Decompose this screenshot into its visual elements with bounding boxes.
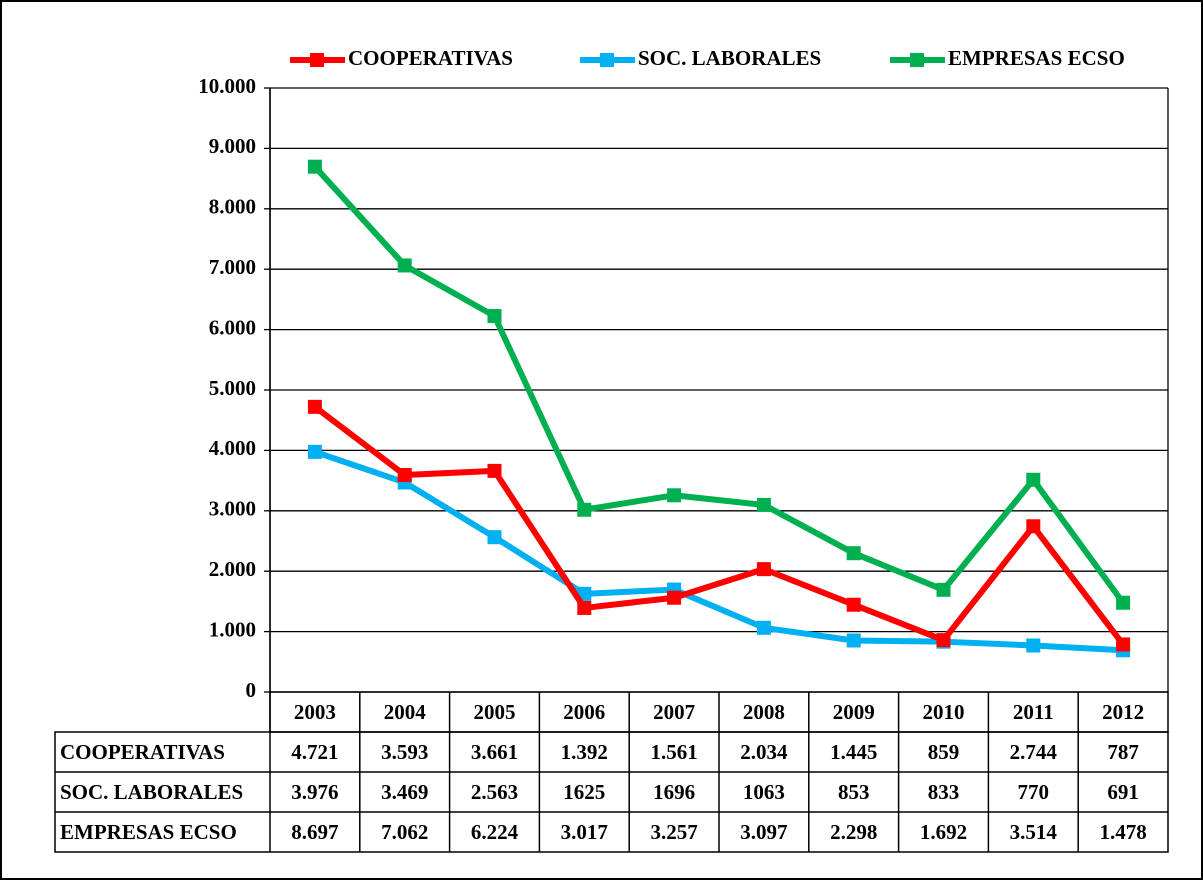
x-tick-label: 2010	[923, 700, 965, 724]
table-cell: 691	[1107, 780, 1139, 804]
point-marker	[667, 590, 682, 605]
point-marker	[487, 309, 502, 324]
point-marker	[1116, 595, 1131, 610]
x-tick-label: 2011	[1013, 700, 1054, 724]
y-tick-label: 3.000	[209, 497, 256, 521]
point-marker	[1026, 519, 1041, 534]
table-cell: 3.976	[291, 780, 338, 804]
y-tick-label: 10.000	[198, 74, 256, 98]
series-line	[312, 164, 1126, 605]
x-tick-label: 2006	[563, 700, 605, 724]
point-marker	[756, 562, 771, 577]
table-cell: 1.478	[1099, 820, 1146, 844]
table-cell: 3.593	[381, 740, 428, 764]
y-tick-label: 4.000	[209, 436, 256, 460]
point-marker	[667, 488, 682, 503]
table-cell: 6.224	[471, 820, 519, 844]
table-cell: 4.721	[291, 740, 338, 764]
point-marker	[756, 497, 771, 512]
table-cell: 2.563	[471, 780, 518, 804]
legend-label: SOC. LABORALES	[638, 46, 821, 70]
point-marker	[1026, 638, 1041, 653]
y-tick-label: 2.000	[209, 557, 256, 581]
point-marker	[397, 258, 412, 273]
point-marker	[577, 600, 592, 615]
table-cell: 3.514	[1010, 820, 1058, 844]
y-tick-label: 6.000	[209, 315, 256, 339]
y-tick-label: 1.000	[209, 617, 256, 641]
table-cell: 3.469	[381, 780, 428, 804]
table-cell: 833	[928, 780, 960, 804]
table-cell: 8.697	[291, 820, 338, 844]
point-marker	[307, 444, 322, 459]
table-cell: 1.561	[650, 740, 697, 764]
legend-label: EMPRESAS ECSO	[948, 46, 1125, 70]
table-cell: 3.661	[471, 740, 518, 764]
table-cell: 3.257	[650, 820, 697, 844]
y-tick-label: 7.000	[209, 255, 256, 279]
legend-marker	[600, 53, 614, 67]
table-cell: 770	[1018, 780, 1050, 804]
table-cell: 2.744	[1010, 740, 1058, 764]
table-row-label: EMPRESAS ECSO	[60, 820, 237, 844]
point-marker	[756, 620, 771, 635]
table-cell: 3.097	[740, 820, 787, 844]
point-marker	[487, 463, 502, 478]
table-row-label: COOPERATIVAS	[60, 740, 225, 764]
table-cell: 787	[1107, 740, 1139, 764]
series-line	[313, 404, 1126, 647]
y-tick-label: 5.000	[209, 376, 256, 400]
y-tick-label: 0	[246, 678, 257, 702]
table-cell: 859	[928, 740, 960, 764]
point-marker	[307, 399, 322, 414]
table-cell: 2.034	[740, 740, 788, 764]
table-cell: 853	[838, 780, 870, 804]
table-cell: 1696	[653, 780, 695, 804]
table-body	[54, 731, 1169, 853]
point-marker	[307, 159, 322, 174]
table-cell: 1.445	[830, 740, 877, 764]
point-marker	[936, 582, 951, 597]
legend-marker	[310, 53, 324, 67]
x-tick-label: 2005	[474, 700, 516, 724]
x-tick-label: 2009	[833, 700, 875, 724]
point-marker	[577, 502, 592, 517]
point-marker	[487, 530, 502, 545]
table-cell: 2.298	[830, 820, 877, 844]
y-tick-label: 8.000	[209, 195, 256, 219]
table-cell: 7.062	[381, 820, 428, 844]
point-marker	[846, 633, 861, 648]
table-cell: 1625	[563, 780, 605, 804]
x-tick-label: 2003	[294, 700, 336, 724]
legend-marker	[910, 53, 924, 67]
y-tick-label: 9.000	[209, 134, 256, 158]
point-marker	[846, 597, 861, 612]
point-marker	[936, 633, 951, 648]
series-line	[313, 449, 1124, 654]
table-cell: 1.692	[920, 820, 967, 844]
x-tick-label: 2008	[743, 700, 785, 724]
point-marker	[397, 467, 412, 482]
table-cell: 3.017	[561, 820, 608, 844]
point-marker	[846, 546, 861, 561]
x-tick-label: 2012	[1102, 700, 1144, 724]
table-cell: 1.392	[561, 740, 608, 764]
point-marker	[1116, 637, 1131, 652]
x-tick-label: 2004	[384, 700, 427, 724]
point-marker	[1026, 472, 1041, 487]
table-row-label: SOC. LABORALES	[60, 780, 243, 804]
x-tick-label: 2007	[653, 700, 695, 724]
legend-label: COOPERATIVAS	[348, 46, 513, 70]
table-cell: 1063	[743, 780, 785, 804]
